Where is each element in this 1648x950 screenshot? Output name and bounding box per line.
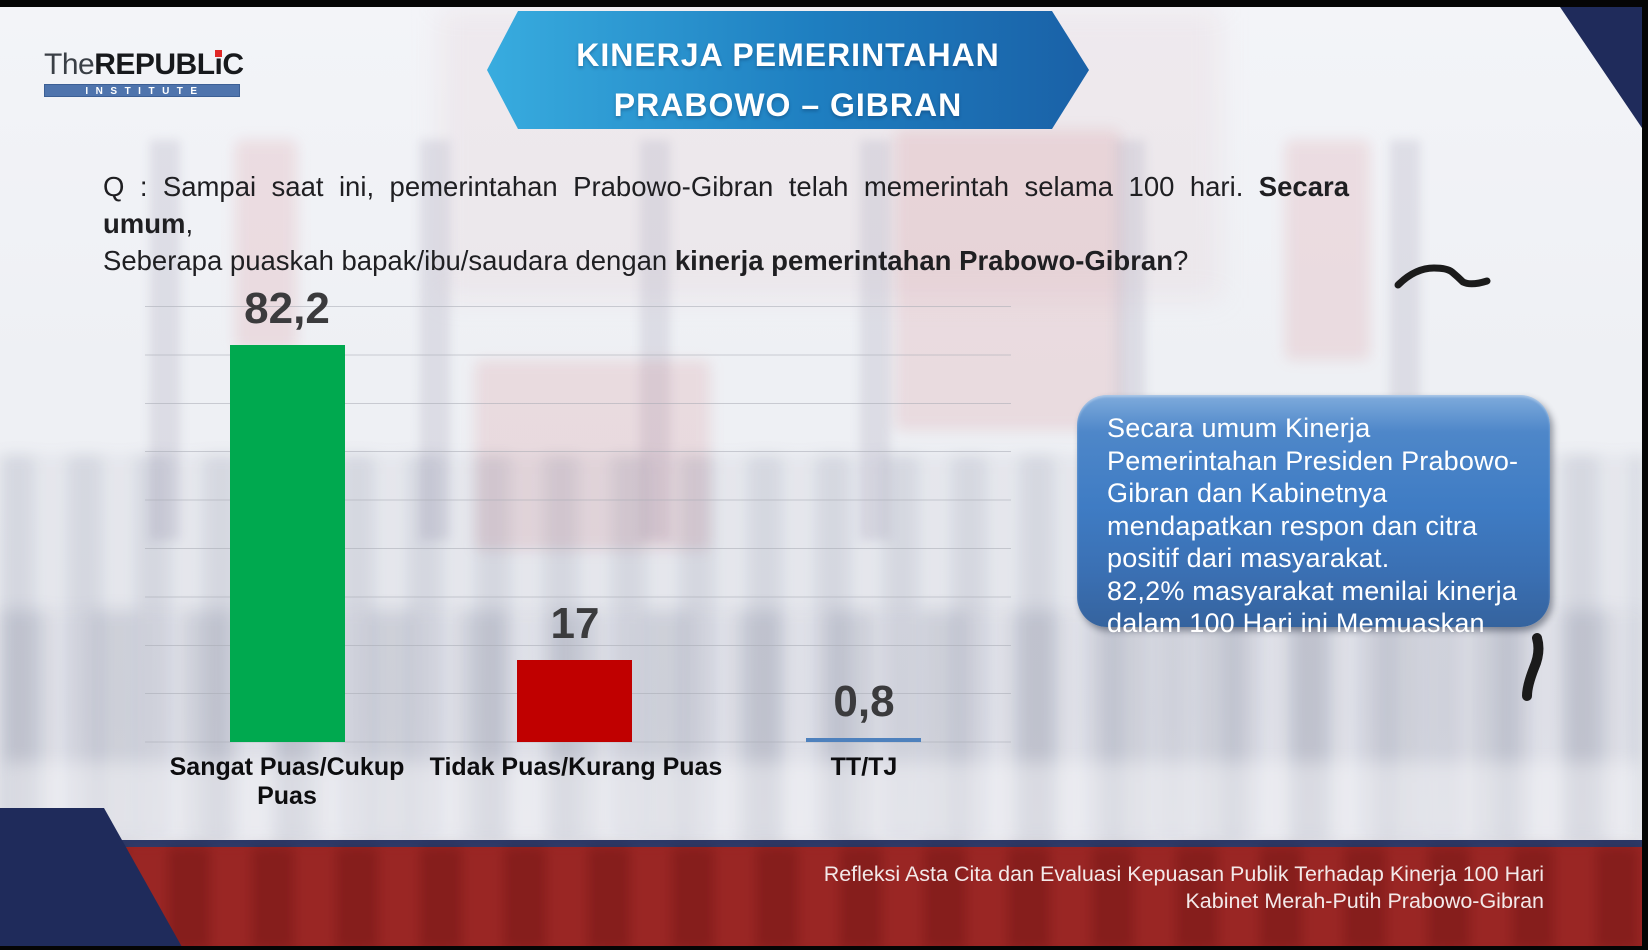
footer-line1: Refleksi Asta Cita dan Evaluasi Kepuasan… xyxy=(823,862,1544,886)
letterbox-top xyxy=(0,0,1648,7)
insight-callout: Secara umum Kinerja Pemerintahan Preside… xyxy=(1077,395,1550,638)
question-bold: kinerja pemerintahan Prabowo-Gibran xyxy=(674,245,1174,276)
question-text: Q : Sampai saat ini, pemerintahan Prabow… xyxy=(103,171,1259,202)
question-text: ? xyxy=(1173,245,1189,276)
footer-texture xyxy=(0,847,1648,950)
category-label-tt-tj: TT/TJ xyxy=(830,753,898,781)
letterbox-right xyxy=(1642,0,1648,950)
bar-tt-tj xyxy=(806,738,921,742)
logo-the: The xyxy=(44,48,95,81)
category-label-sangat-puas: Sangat Puas/Cukup Puas xyxy=(169,753,405,810)
callout-paragraph1: Secara umum Kinerja Pemerintahan Preside… xyxy=(1107,413,1519,573)
bar-value-tidak-puas: 17 xyxy=(550,598,600,648)
slide-title: KINERJA PEMERINTAHAN PRABOWO – GIBRAN xyxy=(492,30,1084,130)
logo-republic-post: C xyxy=(222,48,244,81)
category-label-tidak-puas: Tidak Puas/Kurang Puas xyxy=(429,753,723,781)
question-text: , xyxy=(185,208,194,239)
logo-wordmark: TheREPUBLiC xyxy=(44,48,244,82)
logo-institute-bar: INSTITUTE xyxy=(44,84,240,97)
question-line2: Seberapa puaskah bapak/ibu/saudara denga… xyxy=(103,242,1349,279)
bar-value-tt-tj: 0,8 xyxy=(833,677,895,727)
letterbox-bottom xyxy=(0,946,1648,950)
survey-question: Q : Sampai saat ini, pemerintahan Prabow… xyxy=(103,168,1349,279)
footer-band: Refleksi Asta Cita dan Evaluasi Kepuasan… xyxy=(0,840,1648,950)
slide-title-line2: PRABOWO – GIBRAN xyxy=(613,87,963,123)
bar-sangat-puas xyxy=(230,344,345,742)
bar-value-sangat-puas: 82,2 xyxy=(244,283,330,333)
question-bold: Secara umum xyxy=(103,171,1349,239)
footer-caption: Refleksi Asta Cita dan Evaluasi Kepuasan… xyxy=(824,861,1544,915)
callout-paragraph2: 82,2% masyarakat menilai kinerja dalam 1… xyxy=(1107,575,1518,639)
question-text: Seberapa puaskah bapak/ibu/saudara denga… xyxy=(103,245,675,276)
bar-tidak-puas xyxy=(517,659,632,742)
slide-title-line1: KINERJA PEMERINTAHAN xyxy=(576,37,1000,73)
title-banner-shape xyxy=(487,11,1089,129)
logo-republic-pre: REPUBL xyxy=(94,48,215,81)
republic-institute-logo: TheREPUBLiC INSTITUTE xyxy=(44,48,244,97)
logo-republic-i: i xyxy=(214,48,223,81)
question-line1: Q : Sampai saat ini, pemerintahan Prabow… xyxy=(103,168,1349,242)
footer-line2: Kabinet Merah-Putih Prabowo-Gibran xyxy=(1185,889,1544,913)
